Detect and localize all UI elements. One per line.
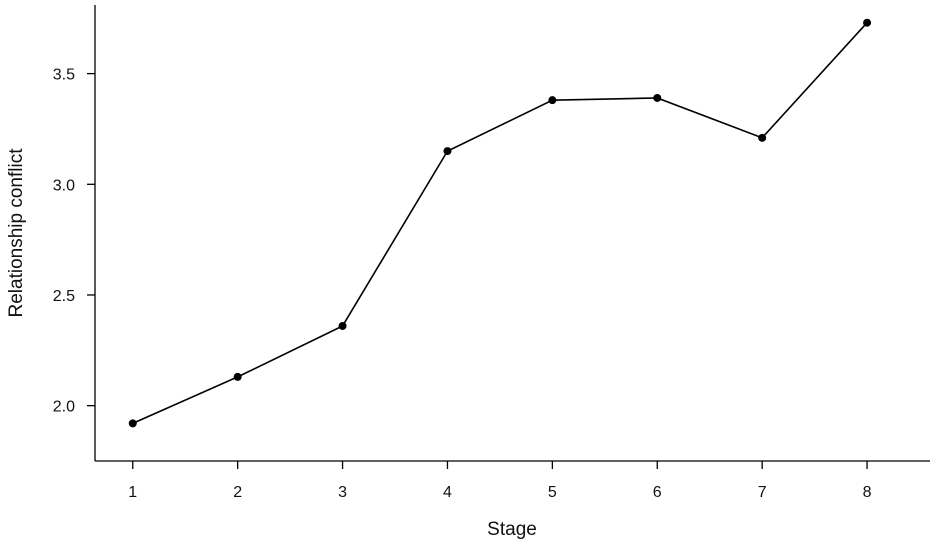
x-ticks: 1 2 3 4 5 6 7 8 — [128, 461, 872, 501]
y-ticks: 2.0 2.5 3.0 3.5 — [53, 67, 95, 416]
series-line — [132, 22, 868, 425]
x-tick-label: 8 — [863, 484, 872, 501]
data-point — [548, 96, 557, 105]
data-point — [233, 372, 242, 381]
data-point — [653, 93, 662, 102]
x-tick-label: 4 — [443, 484, 452, 501]
x-tick-label: 7 — [758, 484, 767, 501]
data-point — [758, 133, 767, 142]
x-tick-label: 1 — [128, 484, 137, 501]
data-point — [128, 419, 137, 428]
y-tick-label: 2.5 — [53, 288, 75, 305]
data-point — [338, 321, 347, 330]
data-point — [863, 18, 872, 27]
data-point — [443, 147, 452, 156]
x-tick-label: 6 — [653, 484, 662, 501]
x-tick-label: 3 — [338, 484, 347, 501]
axes — [94, 5, 930, 462]
x-axis-title: Stage — [487, 519, 537, 540]
data-series — [128, 18, 872, 428]
y-axis-title: Relationship conflict — [6, 148, 27, 318]
x-tick-label: 5 — [548, 484, 557, 501]
y-tick-label: 2.0 — [53, 399, 75, 416]
y-tick-label: 3.0 — [53, 177, 75, 194]
y-tick-label: 3.5 — [53, 67, 75, 84]
x-tick-label: 2 — [233, 484, 242, 501]
